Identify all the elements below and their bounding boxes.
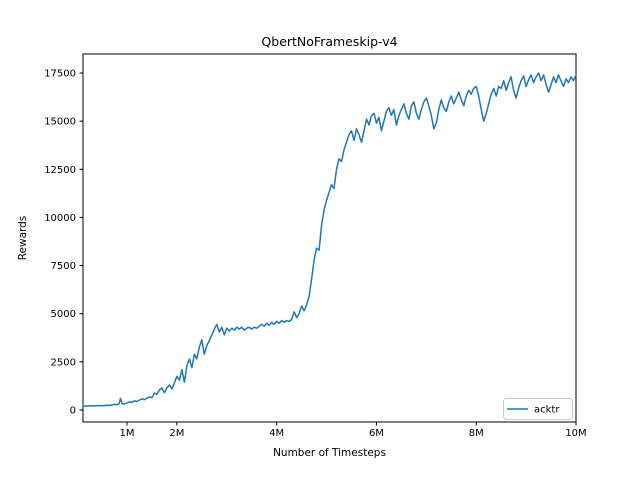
x-tick-label: 1M: [120, 428, 135, 439]
y-tick-label: 7500: [51, 261, 76, 272]
x-axis-label: Number of Timesteps: [273, 447, 386, 459]
legend: acktr: [503, 398, 573, 420]
x-tick-label: 10M: [565, 428, 586, 439]
acktr-line-series: [82, 72, 577, 407]
plot-area: [82, 53, 577, 423]
y-tick-label: 15000: [44, 117, 76, 128]
x-tick-label: 6M: [369, 428, 384, 439]
y-axis-label: Rewards: [17, 216, 29, 261]
y-tick-label: 5000: [51, 309, 76, 320]
y-axis-ticks: 0 2500 5000 7500 10000 12500 15000 17500: [44, 68, 83, 417]
x-tick-label: 8M: [469, 428, 484, 439]
legend-box: [503, 398, 573, 420]
y-tick-label: 0: [70, 406, 76, 417]
x-axis-ticks: 1M 2M 4M 6M 8M 10M: [120, 422, 587, 439]
x-tick-label: 2M: [169, 428, 184, 439]
chart-title: QbertNoFrameskip-v4: [261, 34, 397, 49]
y-tick-label: 2500: [51, 357, 76, 368]
legend-label: acktr: [534, 405, 560, 416]
y-tick-label: 17500: [44, 68, 76, 79]
x-tick-label: 4M: [269, 428, 284, 439]
y-tick-label: 12500: [44, 165, 76, 176]
y-tick-label: 10000: [44, 213, 76, 224]
